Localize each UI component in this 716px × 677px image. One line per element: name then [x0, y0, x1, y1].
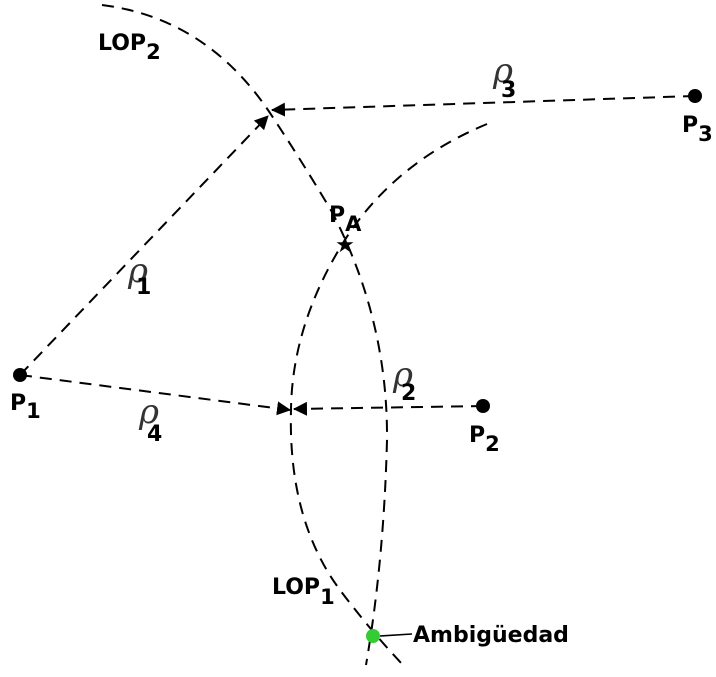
label-p3: P3 — [682, 113, 713, 146]
label-lop1: LOP1 — [272, 575, 335, 609]
range-line-3 — [271, 95, 696, 117]
range-line-1 — [19, 115, 269, 376]
point-p1-marker — [13, 368, 27, 382]
lop2-curve — [101, 4, 389, 666]
label-rho2: ρ2 — [392, 355, 416, 406]
label-rho3: ρ3 — [492, 51, 516, 103]
point-p3-marker — [688, 89, 702, 103]
ambiguity-marker — [366, 629, 380, 643]
ambiguity-label: Ambigüedad — [413, 623, 569, 648]
range-line-4 — [19, 374, 291, 416]
ambiguity-leader — [379, 633, 413, 637]
range-line-2 — [293, 401, 484, 416]
lop1-curve — [289, 123, 488, 666]
label-rho1: ρ1 — [127, 251, 151, 300]
label-lop2: LOP2 — [98, 31, 161, 64]
label-p2: P2 — [469, 423, 500, 456]
point-p2-marker — [476, 399, 490, 413]
label-pa: PA — [329, 203, 362, 236]
point-pa-star-icon: ★ — [335, 233, 355, 258]
label-p1: P1 — [10, 391, 41, 423]
